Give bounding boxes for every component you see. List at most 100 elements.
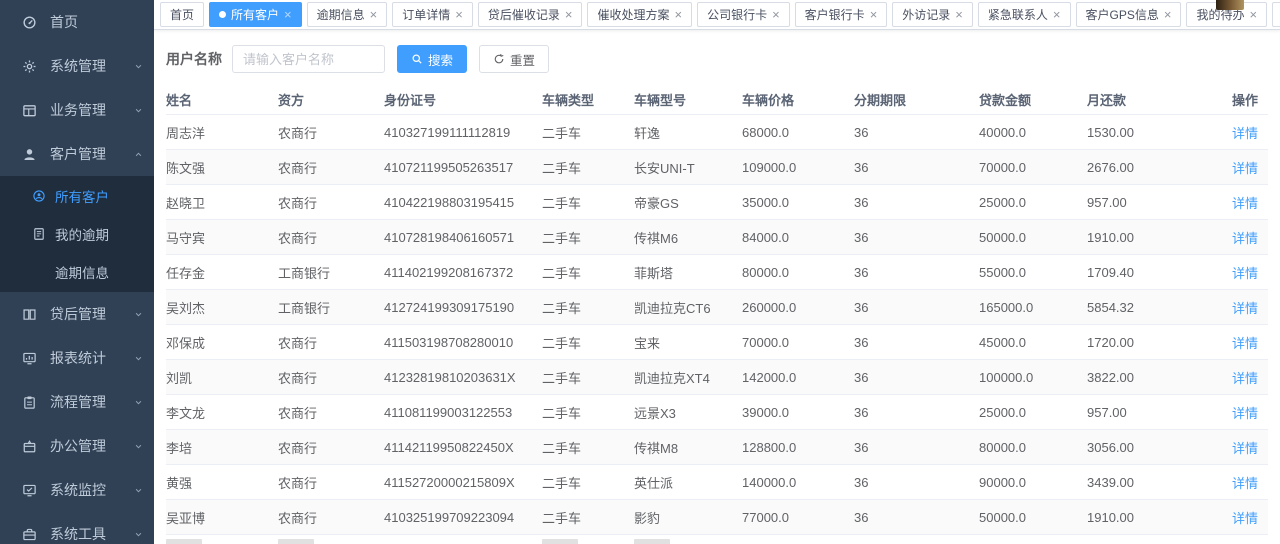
cell-funder: 农商行	[278, 125, 318, 141]
tab-close-icon[interactable]: ×	[455, 7, 463, 22]
tab-close-icon[interactable]: ×	[564, 7, 573, 22]
cell-vehicle-model: 影豹	[634, 510, 661, 526]
tab-visit-records[interactable]: 外访记录 ×	[892, 2, 973, 27]
cell-vehicle-model: 英仕派	[634, 475, 674, 491]
table-row: 吴亚博 农商行 410325199709223094 二手车 影豹 77000.0 36 50…	[166, 500, 1268, 535]
sidebar-item-system-mgmt[interactable]: 系统管理	[0, 44, 154, 88]
cell-vehicle-price: 39000.0	[742, 404, 789, 420]
detail-link[interactable]: 详情	[1231, 125, 1258, 141]
cell-action: 详情	[1205, 263, 1268, 282]
cell-clipped	[634, 535, 742, 544]
sidebar-item-system-tools[interactable]: 系统工具	[0, 512, 154, 544]
cell-funder: 工商银行	[278, 300, 331, 316]
clipped-text	[634, 539, 670, 544]
cell-funder: 农商行	[278, 160, 318, 176]
tab-order-detail[interactable]: 订单详情 ×	[392, 2, 473, 27]
sidebar-item-label: 客户管理	[50, 146, 106, 162]
detail-link[interactable]: 详情	[1231, 195, 1258, 211]
tab-customer-bank-cards[interactable]: 客户银行卡 ×	[794, 2, 888, 27]
clipped-text	[166, 539, 202, 544]
sidebar-item-process-mgmt[interactable]: 流程管理	[0, 380, 154, 424]
tab-home[interactable]: 首页	[160, 2, 205, 27]
cell-funder: 农商行	[278, 475, 318, 491]
gear-icon	[23, 60, 36, 72]
cell-installment-term: 36	[854, 124, 869, 140]
tab-close-icon[interactable]: ×	[869, 7, 878, 22]
sidebar-item-overdue-info[interactable]: 逾期信息	[0, 253, 154, 291]
sidebar-item-office-mgmt[interactable]: 办公管理	[0, 424, 154, 468]
tab-customer-gps-info[interactable]: 客户GPS信息 ×	[1075, 2, 1182, 27]
cell-vehicle-type: 二手车	[542, 265, 582, 281]
cell-id-number: 410327199111112819	[384, 124, 511, 140]
cell-monthly-payment: 1530.00	[1087, 124, 1134, 140]
tab-emergency-contacts[interactable]: 紧急联系人 ×	[977, 2, 1071, 27]
tab-label: 逾期信息	[316, 8, 365, 22]
sidebar-item-postloan-mgmt[interactable]: 贷后管理	[0, 292, 154, 336]
cell-funder: 农商行	[278, 195, 318, 211]
tab-collection-plans[interactable]: 催收处理方案 ×	[587, 2, 693, 27]
detail-link[interactable]: 详情	[1231, 370, 1258, 386]
sidebar-item-customer-mgmt[interactable]: 客户管理	[0, 132, 154, 176]
cell-action: 详情	[1205, 438, 1268, 457]
user-icon	[24, 148, 35, 160]
tab-all-customers[interactable]: 所有客户 ×	[209, 2, 302, 27]
cell-id-number: 410325199709223094	[384, 509, 515, 525]
cell-monthly-payment: 3822.00	[1087, 369, 1134, 385]
tab-overdue-info[interactable]: 逾期信息 ×	[306, 2, 388, 27]
cell-funder: 农商行	[278, 230, 318, 246]
sidebar-item-system-monitor[interactable]: 系统监控	[0, 468, 154, 512]
tab-close-icon[interactable]: ×	[369, 7, 378, 22]
sidebar-item-business-mgmt[interactable]: 业务管理	[0, 88, 154, 132]
detail-link[interactable]: 详情	[1231, 510, 1258, 526]
tab-close-icon[interactable]: ×	[674, 7, 683, 22]
cell-monthly-payment: 1720.00	[1087, 334, 1134, 350]
sidebar-item-label: 系统管理	[50, 58, 106, 74]
cell-action: 详情	[1205, 228, 1268, 247]
column-header-action: 操作	[1231, 93, 1258, 108]
tab-my-process[interactable]: 我的流程×	[1272, 2, 1280, 27]
cell-installment-term: 36	[854, 404, 869, 420]
sidebar-item-all-customers[interactable]: 所有客户	[0, 177, 154, 215]
cell-monthly-payment: 1709.40	[1087, 264, 1134, 280]
cell-installment-term: 36	[854, 159, 869, 175]
cell-vehicle-type: 二手车	[542, 335, 582, 351]
cell-vehicle-type: 二手车	[542, 475, 582, 491]
refresh-icon	[494, 53, 504, 64]
detail-link[interactable]: 详情	[1231, 405, 1258, 421]
search-button[interactable]: 搜索	[397, 45, 468, 73]
chevron-down-icon	[135, 532, 142, 536]
chevron-down-icon	[135, 312, 142, 316]
chevron-down-icon	[135, 444, 142, 448]
detail-link[interactable]: 详情	[1231, 335, 1258, 351]
sidebar-item-report-stats[interactable]: 报表统计	[0, 336, 154, 380]
detail-link[interactable]: 详情	[1231, 160, 1258, 176]
detail-link[interactable]: 详情	[1231, 440, 1258, 456]
cell-funder: 农商行	[278, 510, 318, 526]
tab-close-icon[interactable]: ×	[772, 7, 780, 22]
sidebar-item-home[interactable]: 首页	[0, 0, 154, 44]
cell-vehicle-type: 二手车	[542, 405, 582, 421]
cell-vehicle-type: 二手车	[542, 230, 582, 246]
detail-link[interactable]: 详情	[1231, 300, 1258, 316]
tab-close-icon[interactable]: ×	[284, 7, 292, 22]
sidebar-item-my-overdue[interactable]: 我的逾期	[0, 215, 154, 253]
tab-close-icon[interactable]: ×	[1249, 7, 1258, 22]
table-row: 赵晓卫 农商行 410422198803195415 二手车 帝豪GS 35000.0 36…	[166, 185, 1268, 220]
reset-button[interactable]: 重置	[479, 45, 550, 73]
detail-link[interactable]: 详情	[1231, 475, 1258, 491]
chevron-down-icon	[135, 64, 142, 68]
tab-postloan-collection-records[interactable]: 贷后催收记录 ×	[477, 2, 583, 27]
detail-link[interactable]: 详情	[1231, 230, 1258, 246]
chart-icon	[23, 352, 36, 364]
tab-close-icon[interactable]: ×	[1163, 7, 1172, 22]
tab-company-bank-cards[interactable]: 公司银行卡 ×	[697, 2, 790, 27]
detail-link[interactable]: 详情	[1231, 265, 1258, 281]
cell-id-number: 410721199505263517	[384, 159, 514, 175]
cell-loan-amount: 45000.0	[979, 334, 1026, 350]
tab-close-icon[interactable]: ×	[1052, 7, 1061, 22]
search-input[interactable]	[232, 45, 385, 73]
cell-vehicle-model: 凯迪拉克CT6	[634, 300, 711, 316]
tab-close-icon[interactable]: ×	[955, 7, 963, 22]
cell-name: 李培	[166, 440, 193, 456]
